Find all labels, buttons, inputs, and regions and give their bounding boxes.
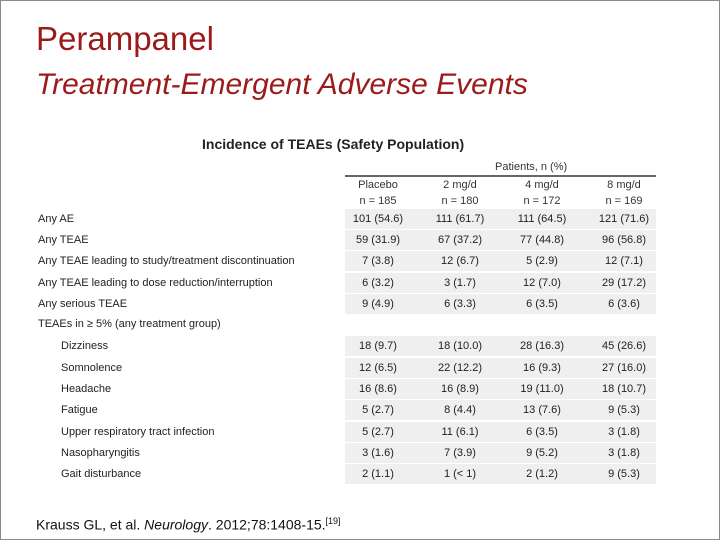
column-header-n: n = 185 [359, 195, 397, 207]
column-header-label: 4 mg/d [525, 179, 559, 191]
table-cell: 96 (56.8) [601, 234, 647, 246]
table-cell: 12 (6.7) [441, 255, 479, 267]
row-label: Any TEAE [38, 234, 89, 246]
table-cell: 19 (11.0) [520, 383, 564, 395]
column-header-n: n = 180 [441, 195, 479, 207]
table-cell: 5 (2.7) [362, 404, 394, 416]
row-label: Dizziness [61, 340, 109, 352]
citation-authors: Krauss GL, et al. [36, 516, 145, 533]
table-cell: 2 (1.1) [362, 468, 394, 480]
table-cell: 45 (26.6) [601, 340, 647, 352]
row-label: Any AE [38, 213, 75, 225]
table-cell: 6 (3.3) [444, 298, 476, 310]
column-header: 4 mg/d n = 172 [502, 177, 582, 209]
table-cell: 18 (10.7) [601, 383, 647, 395]
table-title: Incidence of TEAEs (Safety Population) [202, 136, 465, 152]
column-header-label: 8 mg/d [607, 179, 641, 191]
table-cell: 7 (3.8) [362, 255, 394, 267]
header-rule [345, 175, 656, 177]
group-header: Patients, n (%) [495, 161, 568, 173]
table-cell: 16 (8.9) [441, 383, 479, 395]
table-cell: 12 (7.0) [523, 277, 561, 289]
table-cell: 18 (9.7) [359, 340, 397, 352]
row-stripe [345, 209, 656, 229]
table-cell: 9 (4.9) [362, 298, 394, 310]
table-cell: 13 (7.6) [523, 404, 561, 416]
row-label: Any serious TEAE [38, 298, 128, 310]
row-stripe [345, 464, 656, 484]
table-cell: 7 (3.9) [444, 447, 476, 459]
table-cell: 3 (1.6) [362, 447, 394, 459]
row-label: Gait disturbance [61, 468, 142, 480]
table-cell: 67 (37.2) [437, 234, 483, 246]
table-cell: 6 (3.5) [526, 426, 558, 438]
table-cell: 8 (4.4) [444, 404, 476, 416]
table-cell: 12 (6.5) [359, 362, 397, 374]
citation: Krauss GL, et al. Neurology. 2012;78:140… [36, 516, 341, 533]
row-stripe [345, 336, 656, 356]
table-cell: 101 (54.6) [352, 213, 404, 225]
table-cell: 6 (3.2) [362, 277, 394, 289]
table-cell: 22 (12.2) [437, 362, 483, 374]
table-cell: 3 (1.7) [444, 277, 476, 289]
table-cell: 28 (16.3) [519, 340, 565, 352]
table-cell: 6 (3.5) [526, 298, 558, 310]
table-cell: 16 (8.6) [359, 383, 397, 395]
row-stripe [345, 422, 656, 442]
table-cell: 121 (71.6) [598, 213, 650, 225]
column-header-label: Placebo [358, 179, 398, 191]
row-stripe [345, 273, 656, 293]
table-cell: 5 (2.9) [526, 255, 558, 267]
column-header-n: n = 169 [605, 195, 643, 207]
column-header: 8 mg/d n = 169 [584, 177, 664, 209]
table-cell: 59 (31.9) [355, 234, 401, 246]
row-stripe [345, 358, 656, 378]
column-header: Placebo n = 185 [338, 177, 418, 209]
row-label: Nasopharyngitis [61, 447, 140, 459]
table-cell: 9 (5.3) [608, 404, 640, 416]
table-cell: 29 (17.2) [601, 277, 647, 289]
row-stripe [345, 379, 656, 399]
table-cell: 5 (2.7) [362, 426, 394, 438]
table-cell: 3 (1.8) [608, 447, 640, 459]
table-cell: 11 (6.1) [441, 426, 479, 438]
table-cell: 12 (7.1) [605, 255, 643, 267]
row-stripe [345, 294, 656, 314]
table-cell: 1 (< 1) [443, 468, 477, 480]
table-cell: 6 (3.6) [608, 298, 640, 310]
row-label: Headache [61, 383, 112, 395]
slide-title: Perampanel [36, 20, 214, 57]
citation-details: . 2012;78:1408-15. [208, 516, 326, 533]
row-stripe [345, 443, 656, 463]
column-header-n: n = 172 [523, 195, 561, 207]
row-label: Any TEAE leading to dose reduction/inter… [38, 277, 273, 289]
table-cell: 18 (10.0) [437, 340, 483, 352]
row-label: TEAEs in ≥ 5% (any treatment group) [38, 318, 221, 330]
slide-subtitle: Treatment-Emergent Adverse Events [36, 68, 528, 101]
column-header: 2 mg/d n = 180 [420, 177, 500, 209]
table-cell: 3 (1.8) [608, 426, 640, 438]
row-stripe [345, 400, 656, 420]
table-cell: 9 (5.2) [526, 447, 558, 459]
row-label: Fatigue [61, 404, 98, 416]
row-stripe [345, 230, 656, 250]
table-cell: 27 (16.0) [601, 362, 647, 374]
column-header-label: 2 mg/d [443, 179, 477, 191]
citation-journal: Neurology [144, 516, 208, 533]
table-cell: 111 (64.5) [517, 213, 567, 225]
citation-ref: [19] [325, 516, 341, 526]
row-label: Somnolence [61, 362, 123, 374]
table-cell: 9 (5.3) [608, 468, 640, 480]
table-cell: 16 (9.3) [523, 362, 561, 374]
row-label: Upper respiratory tract infection [61, 426, 215, 438]
row-label: Any TEAE leading to study/treatment disc… [38, 255, 295, 267]
table-cell: 111 (61.7) [435, 213, 485, 225]
row-stripe [345, 251, 656, 271]
table-cell: 77 (44.8) [519, 234, 565, 246]
table-cell: 2 (1.2) [526, 468, 558, 480]
